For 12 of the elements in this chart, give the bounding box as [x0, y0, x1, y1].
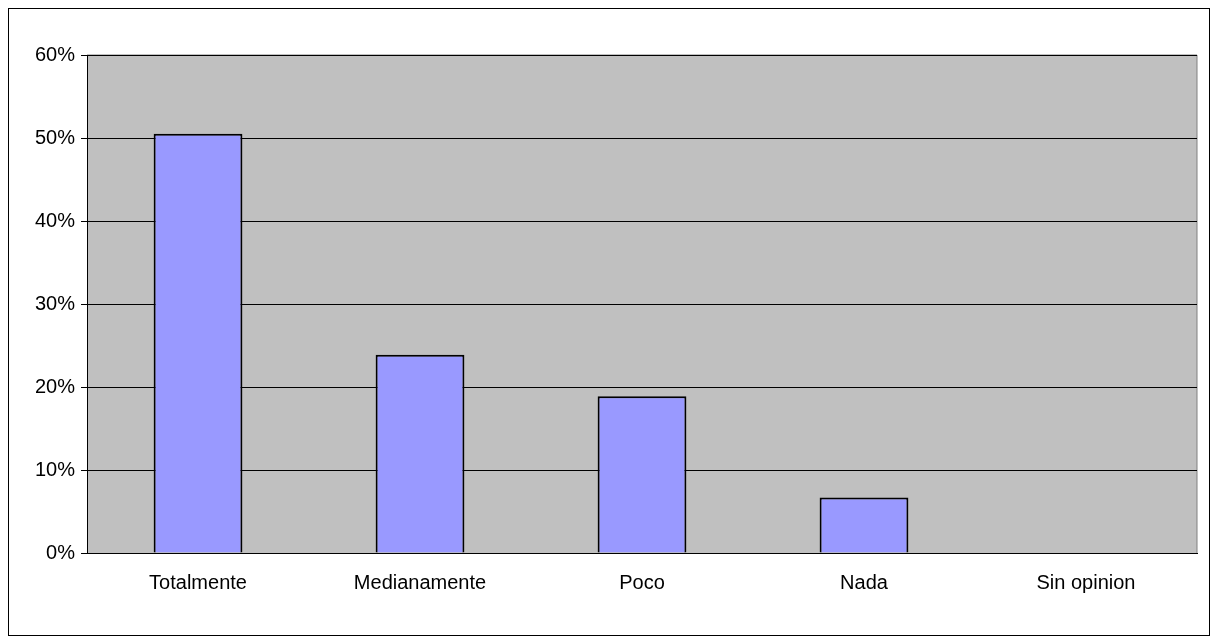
x-tick-label: Totalmente: [149, 570, 247, 593]
x-tick-label: Poco: [619, 570, 665, 593]
x-tick-label: Nada: [840, 570, 889, 593]
y-tick-label: 40%: [35, 208, 76, 231]
y-tick-label: 30%: [35, 291, 76, 314]
y-tick-label: 50%: [35, 125, 76, 148]
y-tick-label: 0%: [46, 540, 76, 563]
y-tick-label: 20%: [35, 374, 76, 397]
x-tick-label: Sin opinion: [1036, 570, 1136, 593]
y-tick-label: 10%: [35, 457, 76, 480]
y-tick-label: 60%: [35, 42, 76, 65]
x-tick-label: Medianamente: [353, 570, 487, 593]
